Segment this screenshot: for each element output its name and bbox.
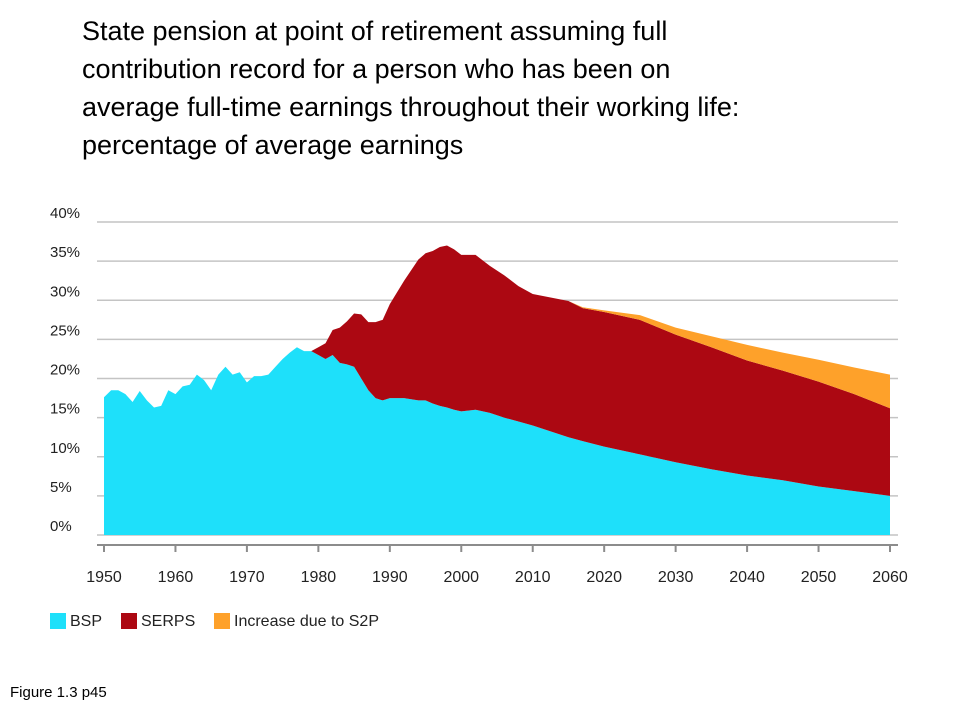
area-series-group — [104, 245, 890, 535]
legend: BSP SERPS Increase due to S2P — [50, 613, 379, 630]
x-tick-label: 2020 — [586, 569, 622, 586]
y-tick-label: 10% — [50, 440, 80, 457]
x-tick-label: 2030 — [658, 569, 694, 586]
y-tick-label: 15% — [50, 401, 80, 418]
y-tick-label: 0% — [50, 518, 72, 535]
title-line-2: contribution record for a person who has… — [82, 54, 671, 84]
x-tick-label: 2040 — [729, 569, 765, 586]
legend-swatch — [50, 613, 66, 629]
y-tick-label: 35% — [50, 244, 80, 261]
stacked-area-chart: 0% 5% 10% 15% 20% 25% 30% 35% 40% 1950 1960 1970 198… — [50, 205, 908, 630]
legend-swatch — [214, 613, 230, 629]
x-tick-label: 1980 — [301, 569, 337, 586]
x-tick-label: 1970 — [229, 569, 265, 586]
x-tick-label: 2060 — [872, 569, 908, 586]
title-line-3: average full-time earnings throughout th… — [82, 92, 740, 122]
title-line-1: State pension at point of retirement ass… — [82, 16, 668, 46]
y-tick-label: 20% — [50, 362, 80, 379]
x-tick-label: 2050 — [801, 569, 837, 586]
chart-title: State pension at point of retirement ass… — [82, 12, 882, 164]
x-tick-label: 2010 — [515, 569, 551, 586]
x-tick-label: 2000 — [443, 569, 479, 586]
legend-swatch — [121, 613, 137, 629]
legend-label: SERPS — [141, 613, 195, 630]
title-line-4: percentage of average earnings — [82, 130, 464, 160]
x-tick-label: 1990 — [372, 569, 408, 586]
area-serps — [104, 245, 890, 496]
area-bsp — [104, 347, 890, 535]
x-tick-label: 1950 — [86, 569, 122, 586]
figure-caption: Figure 1.3 p45 — [10, 684, 107, 701]
y-tick-label: 5% — [50, 479, 72, 496]
axes: 0% 5% 10% 15% 20% 25% 30% 35% 40% 1950 1960 1970 198… — [50, 205, 908, 586]
legend-label: Increase due to S2P — [234, 613, 379, 630]
y-tick-label: 25% — [50, 322, 80, 339]
y-tick-label: 30% — [50, 283, 80, 300]
x-tick-label: 1960 — [158, 569, 194, 586]
y-tick-label: 40% — [50, 205, 80, 222]
legend-label: BSP — [70, 613, 102, 630]
